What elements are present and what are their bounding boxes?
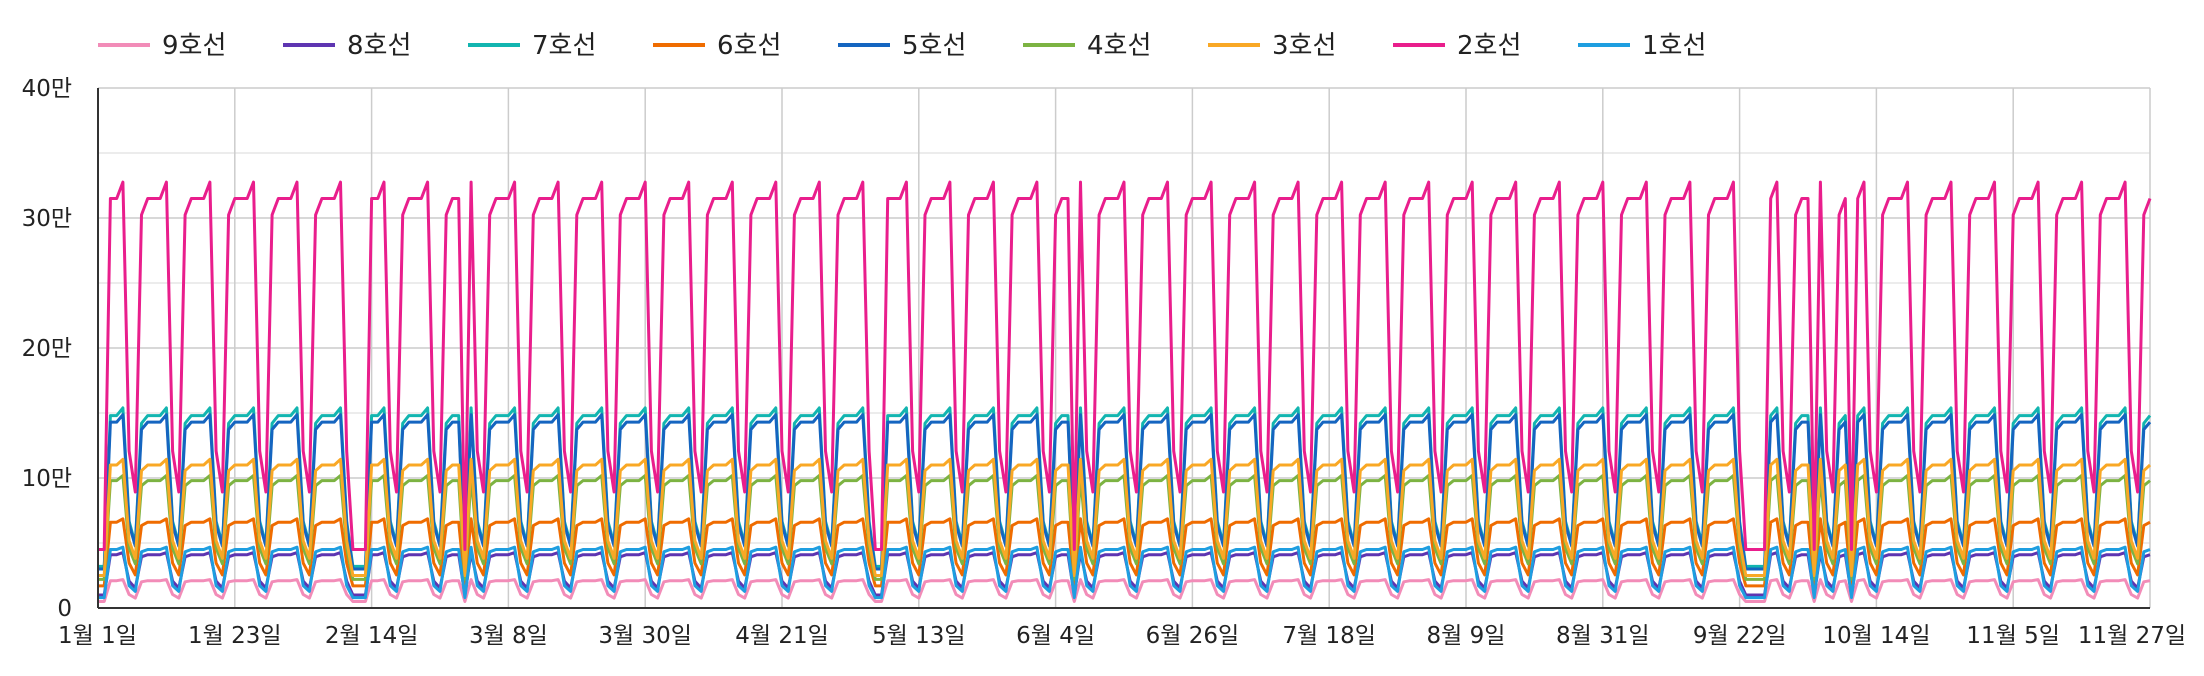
series-line xyxy=(98,180,2152,551)
x-tick-label: 3월 30일 xyxy=(598,623,692,649)
legend-item[interactable]: 8호선 xyxy=(283,31,411,61)
x-tick-label: 8월 9일 xyxy=(1427,623,1506,649)
legend-label: 2호선 xyxy=(1457,31,1521,61)
series-line xyxy=(98,551,2151,597)
legend-label: 8호선 xyxy=(347,31,411,61)
y-tick-label: 0 xyxy=(57,596,72,622)
legend-label: 7호선 xyxy=(532,31,596,61)
series-line xyxy=(98,545,2151,600)
gridlines xyxy=(97,87,2151,609)
x-tick-label: 11월 5일 xyxy=(1966,623,2060,649)
x-tick-label: 2월 14일 xyxy=(325,623,419,649)
legend-label: 9호선 xyxy=(162,31,226,61)
y-tick-label: 30만 xyxy=(22,206,72,232)
legend-item[interactable]: 2호선 xyxy=(1393,31,1521,61)
legend-label: 5호선 xyxy=(902,31,966,61)
legend-label: 3호선 xyxy=(1272,31,1336,61)
axes: 0 10만 20만 30만 40만 1월 1일 1월 23일 2월 14일 3월 8일 3월 30… xyxy=(22,76,2186,649)
x-tick-label: 1월 23일 xyxy=(188,623,282,649)
y-tick-label: 10만 xyxy=(22,466,72,492)
x-tick-label: 3월 8일 xyxy=(469,623,548,649)
legend-item[interactable]: 1호선 xyxy=(1578,31,1706,61)
series-line xyxy=(98,578,2151,603)
x-tick-label: 9월 22일 xyxy=(1693,623,1787,649)
legend-label: 4호선 xyxy=(1087,31,1151,61)
legend-item[interactable]: 9호선 xyxy=(98,31,226,61)
series-line xyxy=(98,517,2151,588)
x-tick-label: 5월 13일 xyxy=(872,623,966,649)
legend-item[interactable]: 6호선 xyxy=(653,31,781,61)
legend-item[interactable]: 4호선 xyxy=(1023,31,1151,61)
y-tick-label: 20만 xyxy=(22,336,72,362)
legend-label: 6호선 xyxy=(717,31,781,61)
legend-item[interactable]: 5호선 xyxy=(838,31,966,61)
x-tick-label: 6월 4일 xyxy=(1016,623,1095,649)
y-tick-label: 40만 xyxy=(22,76,72,102)
series-line xyxy=(98,457,2152,577)
legend-label: 1호선 xyxy=(1642,31,1706,61)
x-tick-label: 10월 14일 xyxy=(1822,623,1930,649)
x-tick-label: 7월 18일 xyxy=(1282,623,1376,649)
x-tick-label: 11월 27일 xyxy=(2078,623,2186,649)
x-tick-label: 6월 26일 xyxy=(1146,623,1240,649)
x-tick-label: 1월 1일 xyxy=(58,623,137,649)
legend[interactable]: 9호선 8호선 7호선 6호선 5호선 4호선 3호선 2호선 1호선 xyxy=(98,31,1706,61)
x-tick-label: 4월 21일 xyxy=(735,623,829,649)
legend-item[interactable]: 7호선 xyxy=(468,31,596,61)
legend-item[interactable]: 3호선 xyxy=(1208,31,1336,61)
x-tick-label: 8월 31일 xyxy=(1556,623,1650,649)
series-lines xyxy=(98,180,2152,603)
